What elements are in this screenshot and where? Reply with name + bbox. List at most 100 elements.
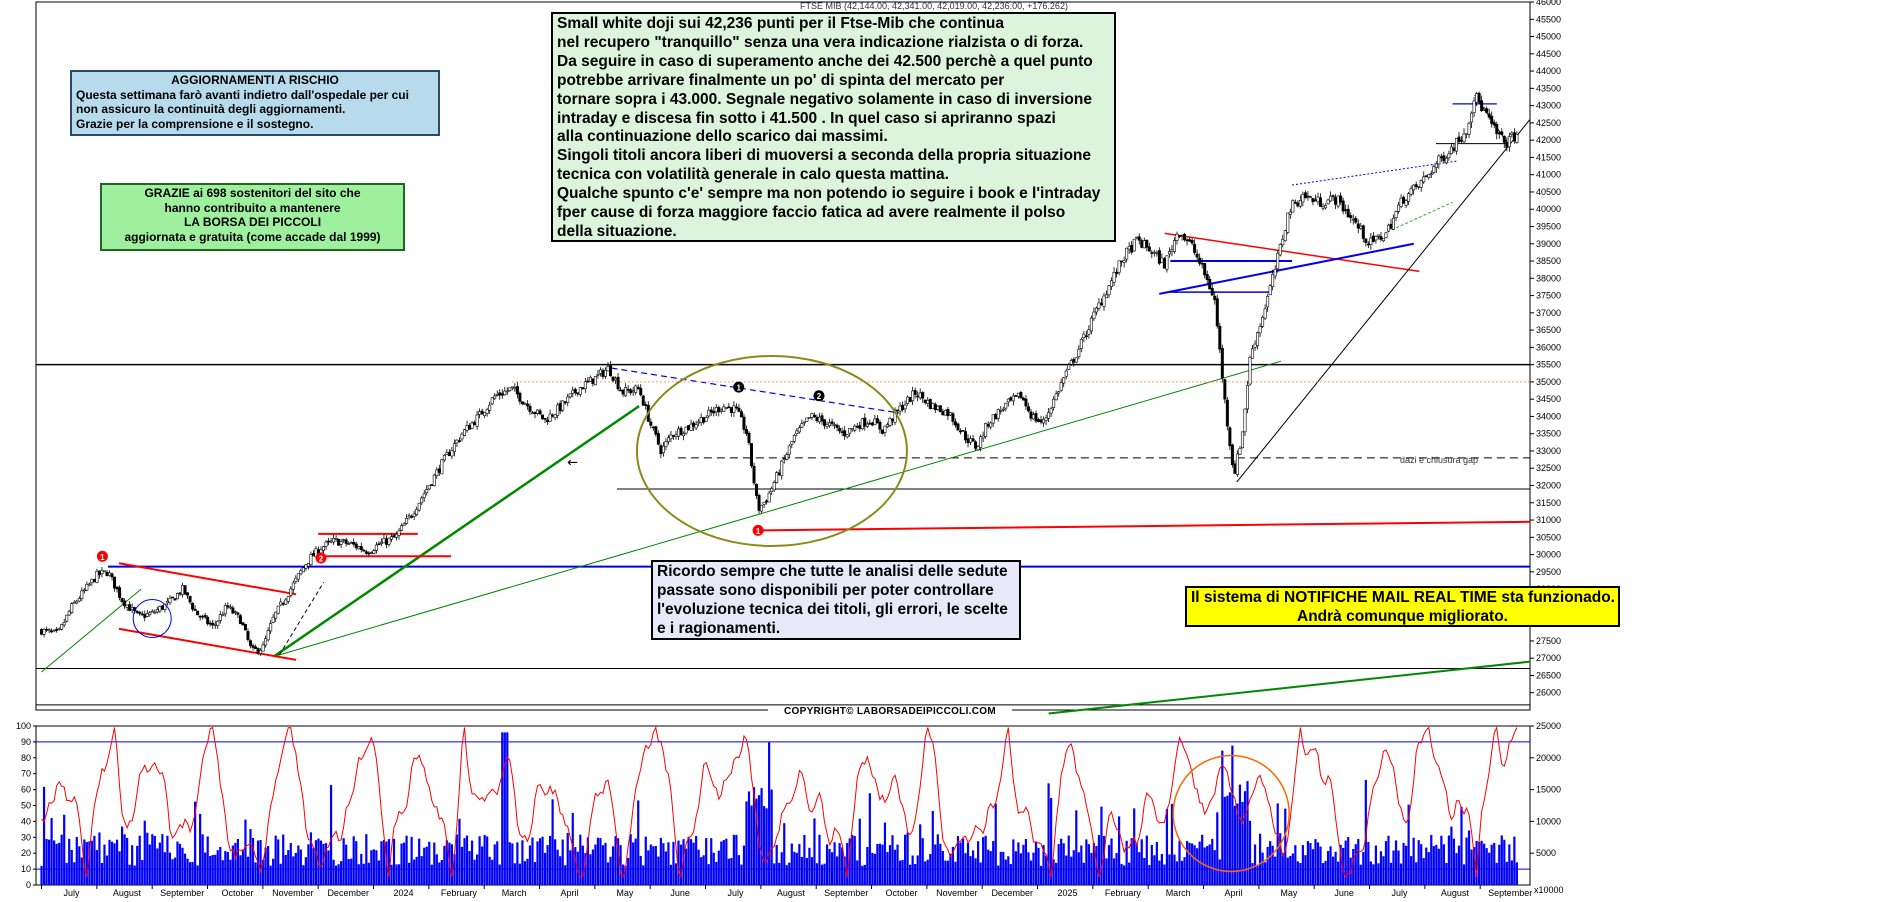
- candle-body: [593, 376, 597, 386]
- volume-bar: [1168, 854, 1171, 885]
- volume-bar: [194, 801, 197, 885]
- candle-body: [911, 390, 915, 401]
- candle-body: [450, 450, 454, 457]
- candle-body: [669, 434, 673, 440]
- volume-bar: [1279, 833, 1282, 885]
- candle-body: [964, 431, 968, 441]
- volume-bar: [926, 859, 929, 885]
- volume-bar: [1392, 850, 1395, 885]
- candle-body: [961, 430, 965, 432]
- commentary-line: della situazione.: [557, 222, 677, 240]
- volume-bar: [1110, 838, 1113, 885]
- volume-bar: [1153, 855, 1156, 885]
- candle-body: [823, 419, 827, 426]
- volume-bar: [375, 850, 378, 885]
- volume-bar: [188, 862, 192, 885]
- volume-bar: [181, 847, 184, 885]
- candle-body: [457, 440, 461, 442]
- volume-bar: [1256, 865, 1259, 885]
- candle-body: [989, 422, 993, 428]
- candle-body: [513, 387, 517, 390]
- volume-bar: [47, 839, 51, 885]
- candle-body: [614, 378, 618, 381]
- candle-body: [304, 564, 308, 569]
- y-tick-label: 26500: [1536, 670, 1561, 680]
- candle-body: [389, 536, 393, 540]
- volume-bar: [911, 855, 914, 885]
- candle-body: [969, 438, 973, 443]
- candle-body: [649, 421, 653, 426]
- candle-body: [1288, 211, 1292, 215]
- candle-body: [1064, 370, 1068, 377]
- candle-body: [143, 614, 147, 618]
- volume-bar: [1394, 840, 1398, 885]
- candle-body: [470, 422, 474, 429]
- candle-body: [490, 397, 494, 405]
- volume-bar: [576, 851, 579, 885]
- volume-bar: [677, 840, 680, 885]
- candle-body: [1024, 398, 1028, 407]
- candle-body: [1200, 262, 1204, 265]
- candle-body: [634, 385, 638, 393]
- volume-bar: [327, 850, 330, 885]
- volume-bar: [1488, 852, 1491, 885]
- volume-bar: [465, 835, 469, 885]
- candle-body: [1293, 201, 1297, 204]
- volume-bar: [267, 845, 270, 885]
- volume-bar: [1218, 859, 1221, 885]
- volume-bar: [987, 849, 990, 885]
- volume-bar: [1510, 860, 1513, 885]
- volume-bar: [244, 819, 247, 885]
- candle-body: [1442, 155, 1446, 162]
- candle-body: [946, 409, 950, 417]
- volume-bar: [312, 847, 315, 885]
- volume-bar: [347, 859, 350, 885]
- volume-bar: [591, 849, 595, 885]
- candle-body: [1263, 308, 1267, 319]
- risk-notice-title: AGGIORNAMENTI A RISCHIO: [171, 73, 339, 87]
- volume-bar: [843, 856, 846, 885]
- commentary-line: tornare sopra i 43.000. Segnale negativo…: [557, 90, 1092, 108]
- volume-bar: [1513, 836, 1516, 885]
- candle-body: [805, 417, 809, 422]
- candle-body: [238, 615, 242, 625]
- osc-tick-label: 10: [21, 864, 31, 874]
- volume-bar: [579, 834, 582, 885]
- candle-body: [384, 538, 388, 545]
- volume-bar: [261, 859, 265, 885]
- volume-bar: [616, 838, 620, 885]
- volume-bar: [1027, 852, 1030, 885]
- volume-bar: [420, 856, 423, 885]
- candle-body: [1072, 359, 1076, 363]
- red-support-line: [755, 520, 1531, 532]
- volume-bar: [1334, 851, 1337, 885]
- volume-bar: [450, 844, 454, 885]
- volume-bar: [1344, 840, 1347, 885]
- volume-bar: [400, 843, 403, 885]
- volume-bar: [337, 864, 340, 885]
- candle-body: [432, 474, 436, 487]
- candle-body: [397, 530, 401, 536]
- volume-bar: [1271, 845, 1274, 885]
- candle-body: [1389, 223, 1393, 229]
- candle-body: [1059, 382, 1063, 391]
- volume-bar: [60, 834, 63, 885]
- candle-body: [709, 409, 713, 413]
- candle-body: [1062, 377, 1066, 384]
- candle-body: [445, 452, 449, 455]
- volume-bar: [1374, 845, 1377, 885]
- volume-bar: [1347, 837, 1350, 885]
- candle-body: [269, 623, 273, 632]
- candle-body: [45, 628, 49, 631]
- volume-bar: [1165, 809, 1169, 885]
- candle-body: [1482, 108, 1486, 111]
- x-tick-label: 2024: [394, 888, 414, 898]
- candle-body: [1228, 427, 1232, 447]
- candle-body: [191, 603, 195, 610]
- candle-body: [797, 427, 801, 433]
- candle-body: [619, 389, 623, 392]
- volume-bar: [606, 862, 610, 885]
- volume-bar: [83, 839, 86, 885]
- volume-bar: [982, 837, 985, 885]
- candle-body: [85, 583, 89, 591]
